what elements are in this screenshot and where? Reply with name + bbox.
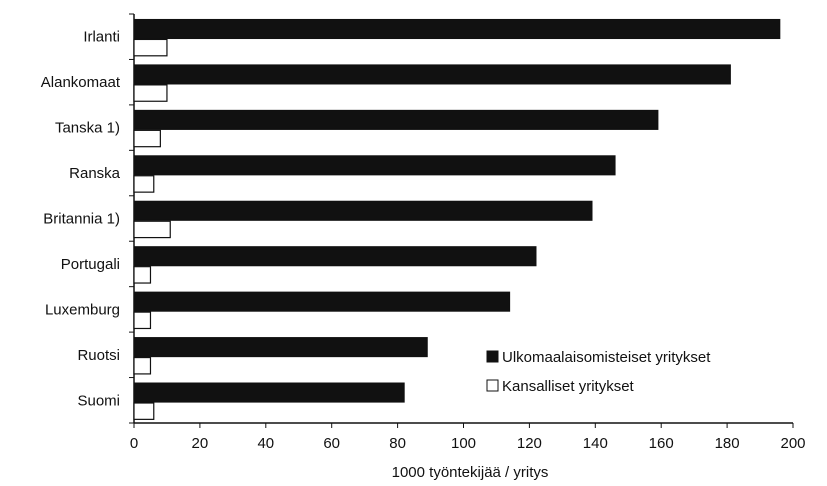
bars bbox=[133, 18, 781, 420]
bar-domestic bbox=[133, 402, 155, 420]
legend: Ulkomaalaisomisteiset yritykset Kansalli… bbox=[486, 349, 711, 395]
category-label: Irlanti bbox=[83, 29, 120, 46]
bar-foreign bbox=[133, 109, 659, 130]
category-label: Luxemburg bbox=[45, 301, 120, 318]
x-tick-label: 140 bbox=[583, 435, 608, 452]
category-label: Britannia 1) bbox=[43, 211, 120, 228]
category-labels: Irlanti Alankomaat Tanska 1) Ranska Britanni… bbox=[41, 29, 121, 410]
category-label: Portugali bbox=[61, 256, 120, 273]
category-label: Alankomaat bbox=[41, 74, 121, 91]
legend-swatch-domestic bbox=[486, 379, 499, 392]
x-tick-label: 40 bbox=[257, 435, 274, 452]
x-tick-label: 160 bbox=[649, 435, 674, 452]
bar-foreign bbox=[133, 382, 405, 403]
bar-foreign bbox=[133, 337, 428, 358]
legend-swatch-foreign bbox=[486, 350, 499, 363]
x-tick-label: 100 bbox=[451, 435, 476, 452]
bar-foreign bbox=[133, 64, 731, 85]
category-label: Suomi bbox=[77, 392, 120, 409]
category-label: Ranska bbox=[69, 165, 121, 182]
bar-domestic bbox=[133, 266, 152, 284]
x-tick-label: 180 bbox=[715, 435, 740, 452]
x-axis-title: 1000 työntekijää / yritys bbox=[392, 464, 549, 481]
bar-domestic bbox=[133, 356, 152, 375]
bar-domestic bbox=[133, 38, 168, 57]
bar-foreign bbox=[133, 291, 511, 312]
x-tick-label: 80 bbox=[389, 435, 406, 452]
x-tick-label: 20 bbox=[192, 435, 209, 452]
bar-foreign bbox=[133, 246, 537, 267]
bar-domestic bbox=[133, 220, 171, 239]
bar-foreign bbox=[133, 200, 593, 221]
category-label: Ruotsi bbox=[77, 347, 120, 364]
legend-label-domestic: Kansalliset yritykset bbox=[502, 378, 635, 395]
x-tick-label: 120 bbox=[517, 435, 542, 452]
bar-domestic bbox=[133, 129, 161, 148]
bar-domestic bbox=[133, 84, 168, 102]
bar-foreign bbox=[133, 155, 616, 176]
x-tick-label: 200 bbox=[780, 435, 805, 452]
x-tick-label: 60 bbox=[323, 435, 340, 452]
legend-label-foreign: Ulkomaalaisomisteiset yritykset bbox=[502, 349, 711, 366]
bar-domestic bbox=[133, 311, 152, 330]
bar-foreign bbox=[133, 18, 781, 40]
x-tick-labels: 0 20 40 60 80 100 120 140 160 180 200 bbox=[130, 435, 806, 452]
category-label: Tanska 1) bbox=[55, 120, 120, 137]
x-tick-label: 0 bbox=[130, 435, 138, 452]
bar-domestic bbox=[133, 175, 155, 193]
